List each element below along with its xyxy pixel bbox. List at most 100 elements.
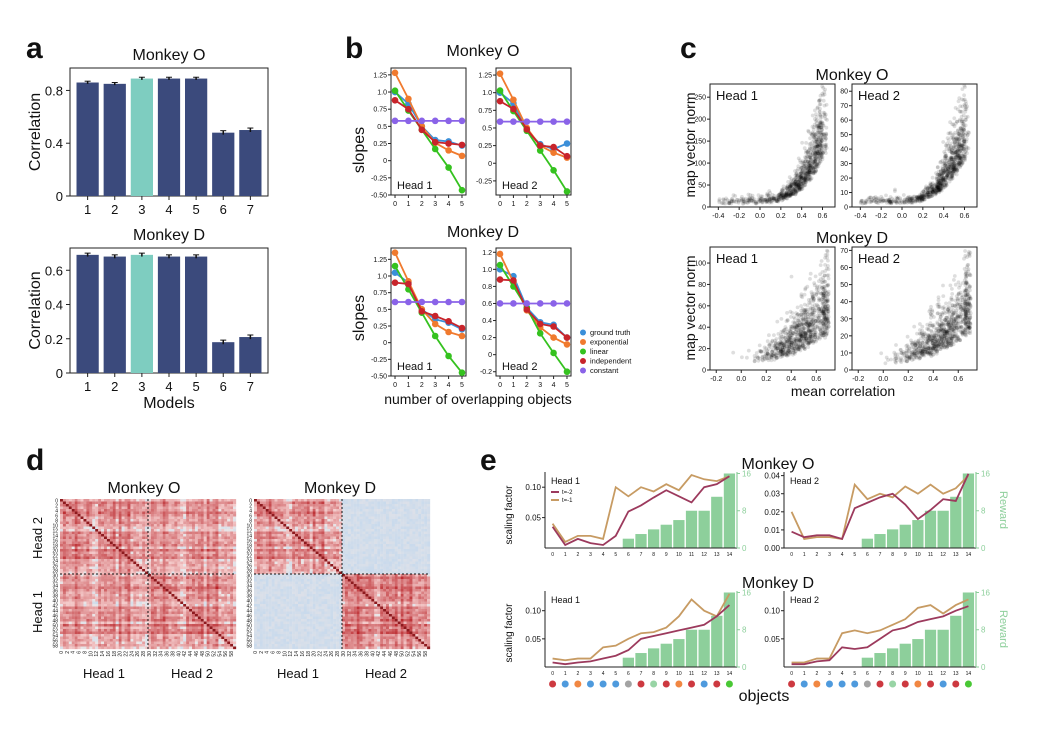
scatter-point bbox=[923, 336, 928, 341]
scatter-point bbox=[822, 103, 827, 108]
scatter-point bbox=[910, 352, 914, 357]
heatmap-cell bbox=[60, 504, 64, 507]
heatmap-cell bbox=[156, 511, 160, 515]
head-label: Head 1 bbox=[716, 251, 758, 266]
scatter-point bbox=[819, 138, 824, 143]
heatmap-cell bbox=[136, 531, 140, 535]
heatmap-cell bbox=[192, 514, 196, 517]
heatmap-cell bbox=[156, 529, 160, 532]
x-tick-label: 0.4 bbox=[797, 213, 807, 220]
y-tick-label: -0.25 bbox=[476, 178, 492, 185]
scatter-point bbox=[780, 193, 784, 198]
scatter-point bbox=[792, 177, 796, 182]
scatter-point bbox=[894, 343, 898, 347]
heatmap-cell bbox=[180, 529, 184, 532]
scatter-point bbox=[757, 343, 762, 348]
scatter-point bbox=[812, 135, 817, 140]
scatter-point bbox=[902, 358, 907, 363]
heatmap-cell bbox=[83, 506, 87, 510]
heatmap-cell bbox=[171, 516, 175, 520]
heatmap-cell bbox=[142, 521, 146, 525]
scatter-point bbox=[796, 185, 800, 189]
scatter-point bbox=[951, 136, 955, 140]
heatmap-cell bbox=[130, 509, 134, 512]
heatmap-cell bbox=[203, 504, 207, 507]
y-tick-label: 0.4 bbox=[482, 318, 492, 325]
heatmap-cell bbox=[203, 526, 207, 530]
heatmap-cell bbox=[62, 524, 67, 527]
axes-frame bbox=[495, 67, 572, 196]
panel-b-x-label: number of overlapping objects bbox=[384, 391, 572, 407]
heatmap-cell bbox=[133, 516, 137, 520]
heatmap-cell bbox=[142, 534, 146, 537]
heatmap-cell bbox=[118, 499, 122, 502]
heatmap-cell bbox=[89, 504, 93, 507]
panel-c-y-label-bottom: map vector norm bbox=[682, 255, 698, 360]
heatmap-cell bbox=[142, 529, 146, 532]
heatmap-cell bbox=[203, 524, 207, 527]
heatmap-cell bbox=[162, 534, 166, 537]
scatter-point bbox=[895, 196, 900, 201]
heatmap-cell bbox=[159, 499, 163, 502]
scatter-point bbox=[781, 184, 786, 189]
panel-b-legend: ground truthexponentiallinearindependent… bbox=[580, 328, 632, 375]
scatter-point bbox=[956, 316, 961, 321]
heatmap-cell bbox=[159, 529, 163, 532]
heatmap-cell bbox=[92, 499, 96, 502]
heatmap-cell bbox=[83, 531, 87, 535]
scatter-point bbox=[817, 102, 822, 107]
heatmap-cell bbox=[189, 501, 193, 505]
heatmap-cell bbox=[209, 501, 213, 505]
point-constant bbox=[458, 298, 466, 306]
heatmap-cell bbox=[136, 506, 140, 510]
scatter-point bbox=[959, 320, 964, 325]
scatter-point bbox=[952, 163, 956, 168]
scatter-point bbox=[739, 196, 744, 201]
heatmap-cell bbox=[206, 534, 210, 537]
heatmap-cell bbox=[230, 514, 234, 517]
heatmap-cell bbox=[224, 524, 228, 527]
heatmap-cell bbox=[130, 526, 134, 530]
heatmap-cell bbox=[74, 506, 78, 510]
x-tick-label: 4 bbox=[552, 382, 556, 389]
heatmap-cell bbox=[142, 514, 146, 517]
point-independent bbox=[418, 126, 426, 134]
scatter-point bbox=[942, 345, 947, 349]
heatmap-cell bbox=[189, 506, 193, 510]
point-independent bbox=[536, 320, 544, 328]
heatmap-cell bbox=[60, 526, 64, 530]
heatmap-cell bbox=[68, 504, 72, 507]
heatmap-cell bbox=[109, 521, 113, 525]
scatter-point bbox=[810, 296, 815, 300]
heatmap-cell bbox=[171, 511, 175, 515]
subplot-title: Monkey O bbox=[447, 43, 520, 60]
scatter-point bbox=[934, 339, 938, 344]
heatmap-cell bbox=[71, 524, 75, 527]
scatter-point bbox=[764, 200, 768, 205]
heatmap-cell bbox=[115, 526, 119, 530]
heatmap-cell bbox=[118, 521, 122, 525]
scatter-point bbox=[817, 99, 821, 103]
heatmap-cell bbox=[60, 536, 64, 540]
heatmap-cell bbox=[101, 519, 105, 522]
heatmap-cell bbox=[127, 514, 131, 517]
heatmap-cell bbox=[77, 519, 81, 522]
heatmap-cell bbox=[203, 531, 207, 535]
heatmap-cell bbox=[92, 509, 96, 512]
heatmap-cell bbox=[106, 511, 111, 515]
scatter-point bbox=[793, 185, 798, 190]
scatter-point bbox=[944, 301, 948, 306]
point-independent bbox=[391, 96, 399, 104]
heatmap-cell bbox=[186, 499, 190, 502]
scatter-point bbox=[909, 197, 914, 201]
heatmap-cell bbox=[165, 501, 169, 505]
heatmap-cell bbox=[104, 534, 108, 537]
heatmap-cell bbox=[177, 519, 181, 522]
heatmap-cell bbox=[206, 499, 210, 502]
x-tick-label: 2 bbox=[111, 379, 118, 394]
heatmap-cell bbox=[233, 531, 237, 535]
panel-letter-b: b bbox=[345, 32, 363, 65]
scatter-point bbox=[800, 140, 804, 145]
point-constant bbox=[405, 117, 412, 125]
